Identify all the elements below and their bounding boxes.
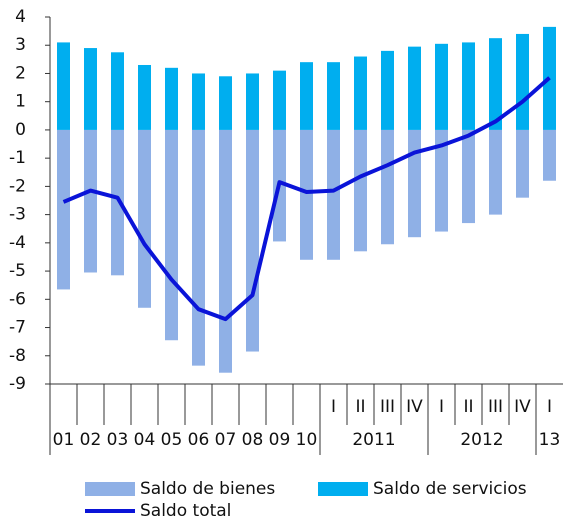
y-tick-label: 3	[15, 35, 26, 55]
x-group-label: 07	[215, 430, 237, 450]
legend-swatch	[318, 482, 368, 496]
bar	[327, 62, 340, 130]
bar	[138, 64, 151, 130]
bar	[489, 38, 502, 130]
line	[62, 76, 551, 322]
x-tick-label: I	[547, 397, 552, 417]
bar	[84, 129, 97, 273]
y-tick-label: -9	[9, 374, 26, 394]
bar	[192, 129, 205, 366]
bar	[138, 129, 151, 308]
x-tick-label: I	[439, 397, 444, 417]
bar	[381, 50, 394, 130]
y-tick-label: -8	[9, 346, 26, 366]
x-tick-label: IV	[406, 397, 423, 417]
x-group-label: 2012	[460, 430, 503, 450]
bar	[327, 129, 340, 260]
bar	[354, 56, 367, 130]
legend-label: Saldo de servicios	[373, 479, 527, 499]
x-group-label: 2011	[352, 430, 395, 450]
y-tick-label: -3	[9, 205, 26, 225]
bar	[516, 33, 529, 130]
x-group-label: 08	[242, 430, 264, 450]
y-tick-label: -2	[9, 176, 26, 196]
x-group-label: 04	[134, 430, 156, 450]
y-tick-label: -4	[9, 233, 26, 253]
x-group-label: 03	[107, 430, 129, 450]
x-tick-label: III	[380, 397, 395, 417]
bar	[246, 73, 259, 130]
bar	[489, 129, 502, 215]
bar	[84, 48, 97, 130]
bar	[543, 129, 556, 181]
bar	[300, 62, 313, 130]
legend-label: Saldo total	[140, 501, 231, 521]
bar	[354, 129, 367, 252]
bar	[57, 42, 70, 130]
x-tick-label: IV	[514, 397, 531, 417]
y-tick-label: -6	[9, 289, 26, 309]
x-group-label: 06	[188, 430, 210, 450]
x-tick-label: II	[463, 397, 473, 417]
bar	[462, 42, 475, 130]
y-tick-label: 0	[15, 120, 26, 140]
x-group-label: 10	[296, 430, 318, 450]
y-tick-label: -1	[9, 148, 26, 168]
y-tick-label: -5	[9, 261, 26, 281]
bar	[192, 73, 205, 130]
bar	[273, 70, 286, 130]
x-group-label: 02	[80, 430, 102, 450]
bar	[57, 129, 70, 290]
bar	[111, 129, 124, 276]
x-group-label: 09	[269, 430, 291, 450]
bar	[246, 129, 259, 352]
bar	[381, 129, 394, 245]
bar	[219, 76, 232, 130]
bar	[165, 67, 178, 130]
bar	[219, 129, 232, 373]
bar	[408, 129, 421, 238]
bar	[516, 129, 529, 198]
x-group-label: 05	[161, 430, 183, 450]
legend-label: Saldo de bienes	[140, 479, 275, 499]
bar	[300, 129, 313, 260]
y-tick-label: 4	[15, 7, 26, 27]
bar	[111, 52, 124, 130]
bar	[408, 46, 421, 130]
y-tick-label: -7	[9, 318, 26, 338]
bar	[435, 43, 448, 130]
x-tick-label: II	[355, 397, 365, 417]
x-group-label: 01	[53, 430, 75, 450]
x-tick-label: III	[488, 397, 503, 417]
bar	[165, 129, 178, 341]
x-tick-label: I	[331, 397, 336, 417]
y-tick-label: 1	[15, 92, 26, 112]
x-group-label: 13	[539, 430, 561, 450]
y-tick-label: 2	[15, 63, 26, 83]
bar	[462, 129, 475, 224]
bar	[435, 129, 448, 232]
legend-swatch	[85, 482, 135, 496]
